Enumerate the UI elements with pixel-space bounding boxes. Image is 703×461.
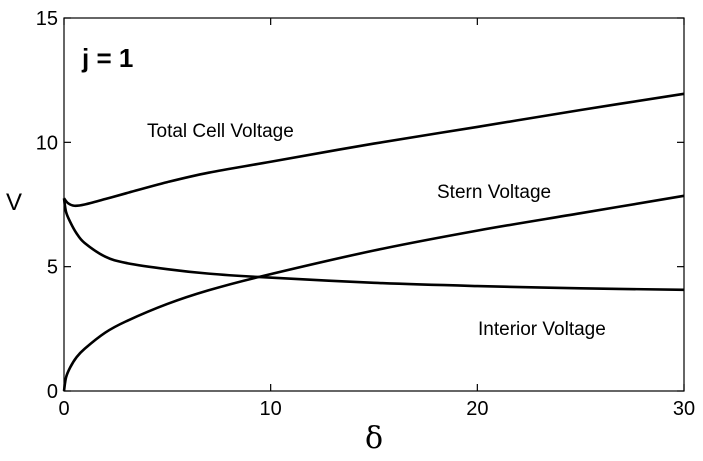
total-cell-voltage-label: Total Cell Voltage <box>147 121 294 142</box>
stern-voltage-label: Stern Voltage <box>437 182 551 203</box>
x-tick-label: 20 <box>466 398 488 420</box>
x-tick-label: 30 <box>673 398 695 420</box>
x-tick-label: 0 <box>58 398 69 420</box>
series-layer <box>62 92 685 392</box>
x-axis-label: δ <box>365 421 383 456</box>
y-tick-label: 15 <box>36 8 58 30</box>
parameter-annotation: j = 1 <box>81 43 133 73</box>
axis-ticks: 0 10 20 30 0 5 10 15 <box>36 8 695 420</box>
y-tick-label: 5 <box>47 257 58 279</box>
series-total-cell-voltage <box>62 92 685 208</box>
y-axis-label: V <box>6 189 22 216</box>
series-stern-voltage <box>62 194 685 392</box>
y-tick-label: 10 <box>36 132 58 154</box>
interior-voltage-label: Interior Voltage <box>478 319 606 340</box>
x-tick-label: 10 <box>260 398 282 420</box>
y-tick-label: 0 <box>47 381 58 403</box>
series-interior-voltage <box>62 198 685 292</box>
